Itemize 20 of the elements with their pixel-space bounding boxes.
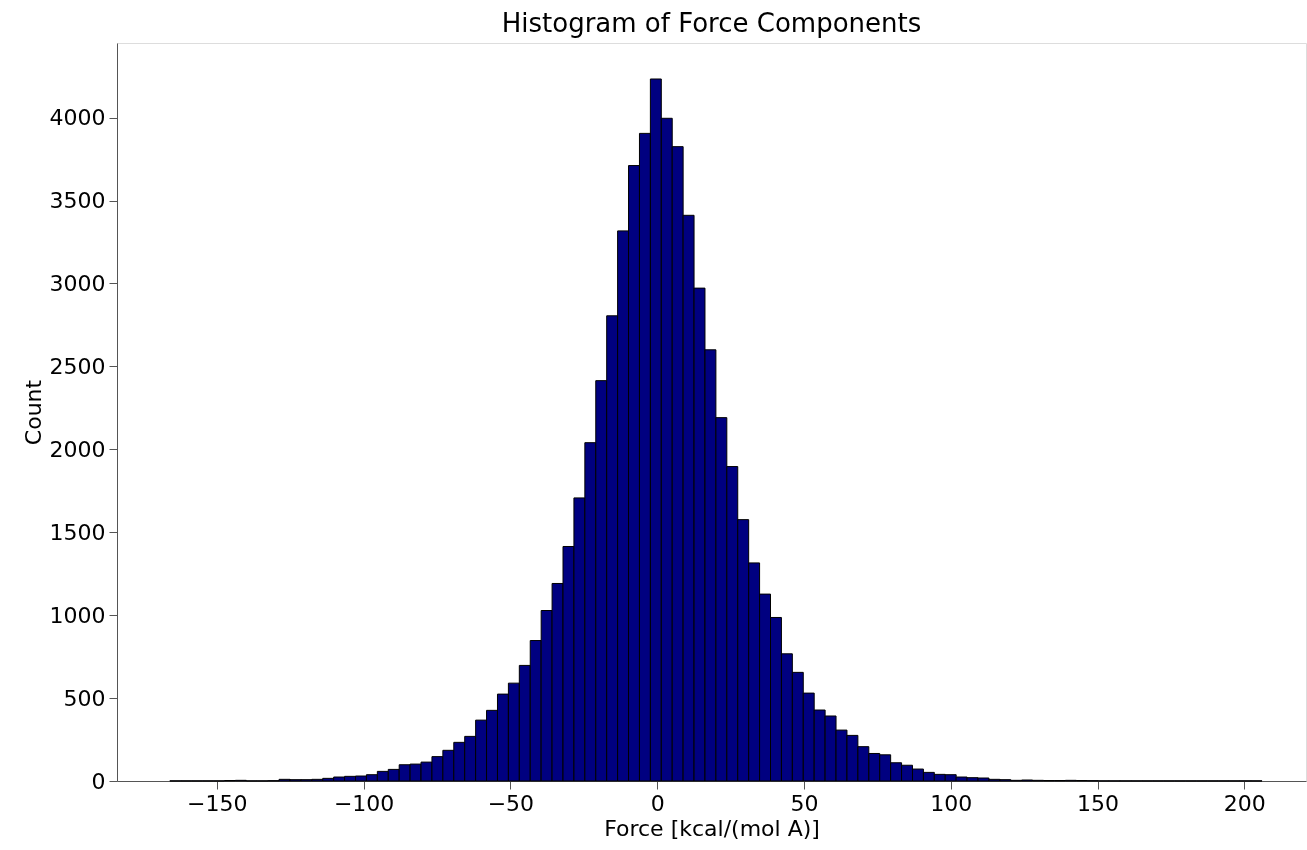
x-tick-label: 200: [1223, 790, 1266, 816]
x-axis-title: Force [kcal/(mol A)]: [604, 815, 820, 841]
x-tick-label: 100: [930, 790, 973, 816]
y-tick-label: 500: [63, 685, 106, 711]
y-tick-label: 1500: [49, 519, 106, 545]
x-tick-label: −100: [333, 790, 395, 816]
y-tick-label: 2500: [49, 353, 106, 379]
y-tick-label: 3500: [49, 188, 106, 214]
y-tick-label: 1000: [49, 602, 106, 628]
y-tick-label: 2000: [49, 436, 106, 462]
chart-title: Histogram of Force Components: [501, 8, 922, 38]
y-tick-label: 3000: [49, 270, 106, 296]
x-tick-label: 0: [650, 790, 665, 816]
x-tick-label: −150: [187, 790, 248, 816]
y-tick-label: 0: [91, 768, 106, 794]
x-tick-label: −50: [487, 790, 535, 816]
x-tick-label: 50: [790, 790, 819, 816]
y-axis-title: Count: [20, 379, 46, 446]
x-tick-label: 150: [1077, 790, 1120, 816]
y-tick-label: 4000: [49, 105, 106, 131]
